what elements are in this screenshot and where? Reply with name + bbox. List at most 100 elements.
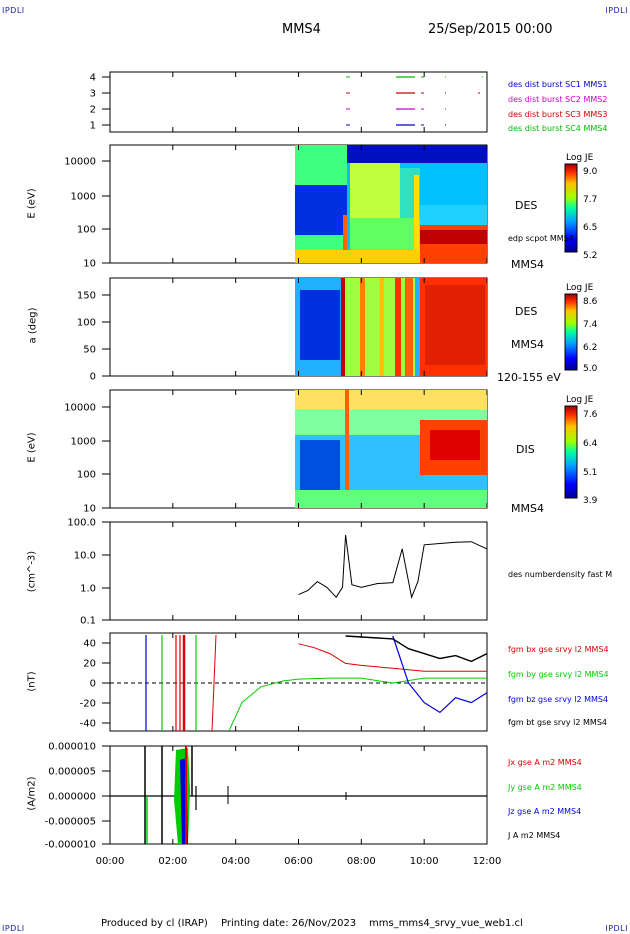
current-legend-jz: Jz gse A m2 MMS4 xyxy=(508,807,582,816)
bfield-ytick: 40 xyxy=(83,639,96,650)
burst-legend-mms1: des dist burst SC1 MMS1 xyxy=(508,80,608,89)
date-title: 25/Sep/2015 00:00 xyxy=(428,22,553,37)
des-energy-spectrogram xyxy=(109,144,488,264)
des-pitch-cbar-tick: 7.4 xyxy=(583,320,598,330)
corner-mark-bottom-right: IPDLI xyxy=(605,924,628,933)
bt-series-line xyxy=(345,635,488,663)
des-energy-ytick: 10 xyxy=(83,259,96,270)
des-pitch-ytick: 150 xyxy=(77,291,96,302)
des-energy-ytick: 10000 xyxy=(64,157,96,168)
bx-series-line xyxy=(298,643,487,672)
dis-energy-ytick: 1000 xyxy=(71,437,96,448)
corner-mark-bottom-left: IPDLI xyxy=(2,924,25,933)
bfield-ytick: 20 xyxy=(83,659,96,670)
des-pitch-spectrogram xyxy=(109,277,488,377)
footer-produced: Produced by cl (IRAP) xyxy=(101,918,208,929)
des-energy-cbar-tick: 9.0 xyxy=(583,167,598,177)
des-pitch-ytick: 100 xyxy=(77,318,96,329)
burst-ytick: 4 xyxy=(90,73,96,84)
current-legend-jy: Jy gse A m2 MMS4 xyxy=(508,783,582,792)
des-pitch-ytick: 0 xyxy=(90,372,96,383)
des-energy-bottom-label: MMS4 xyxy=(511,258,544,271)
dis-energy-label: DIS xyxy=(516,443,535,456)
dis-energy-cbar-tick: 6.4 xyxy=(583,439,598,449)
footer-filename: mms_mms4_srvy_vue_web1.cl xyxy=(369,918,523,929)
corner-mark-top-right: IPDLI xyxy=(605,6,628,15)
density-panel xyxy=(109,521,488,621)
des-pitch-bottom-label: 120-155 eV xyxy=(497,371,561,384)
burst-legend-mms2: des dist burst SC2 MMS2 xyxy=(508,95,608,104)
burst-ytick: 1 xyxy=(90,121,96,132)
dis-energy-cbar-tick: 7.6 xyxy=(583,410,598,420)
spacecraft-title: MMS4 xyxy=(282,22,321,37)
time-axis: 00:00 02:00 04:00 06:00 08:00 10:00 12:00 xyxy=(96,72,502,867)
y-axis-ticks: 4321100001000100101501005001000010001001… xyxy=(45,73,110,851)
dis-energy-cbar-title: Log JE xyxy=(566,395,594,405)
des-energy-cbar-tick: 5.2 xyxy=(583,251,598,261)
bfield-legend-bx: fgm bx gse srvy l2 MMS4 xyxy=(508,645,609,654)
current-legend-jx: Jx gse A m2 MMS4 xyxy=(508,758,582,767)
bz-series-line xyxy=(392,635,488,714)
current-ytick: -0.000005 xyxy=(45,817,96,828)
time-tick-label: 10:00 xyxy=(410,856,439,867)
current-legend-j: J A m2 MMS4 xyxy=(508,831,561,840)
density-series-line xyxy=(298,534,488,599)
des-energy-cbar-title: Log JE xyxy=(566,153,594,163)
density-ytick: 100.0 xyxy=(67,518,96,529)
des-pitch-cbar-tick: 6.2 xyxy=(583,343,598,353)
time-tick-label: 08:00 xyxy=(347,856,376,867)
dis-energy-bottom-label: MMS4 xyxy=(511,502,544,515)
time-tick-label: 02:00 xyxy=(158,856,187,867)
des-pitch-colorbar xyxy=(564,293,578,371)
current-ytick: -0.000010 xyxy=(45,840,96,851)
burst-ytick: 2 xyxy=(90,105,96,116)
dis-energy-ytick: 100 xyxy=(77,470,96,481)
density-ytick: 0.1 xyxy=(80,616,96,627)
des-energy-ytick: 1000 xyxy=(71,192,96,203)
time-tick-label: 06:00 xyxy=(284,856,313,867)
time-tick-label: 12:00 xyxy=(473,856,502,867)
bfield-legend-bt: fgm bt gse srvy l2 MMS4 xyxy=(508,718,607,727)
current-panel xyxy=(109,745,488,845)
dis-energy-ytick: 10 xyxy=(83,504,96,515)
bfield-panel xyxy=(109,632,488,732)
footer-printing-date: Printing date: 26/Nov/2023 xyxy=(221,918,357,929)
des-energy-cbar-tick: 6.5 xyxy=(583,223,598,233)
corner-mark-top-left: IPDLI xyxy=(2,6,25,15)
time-tick-label: 04:00 xyxy=(221,856,250,867)
des-pitch-cbar-title: Log JE xyxy=(566,283,594,293)
bfield-ytick: -40 xyxy=(80,719,96,730)
bfield-ytick: 0 xyxy=(90,679,96,690)
dis-energy-colorbar xyxy=(564,405,578,499)
dis-energy-cbar-tick: 5.1 xyxy=(583,468,598,478)
des-pitch-cbar-tick: 5.0 xyxy=(583,364,598,374)
current-ytick: 0.000010 xyxy=(48,742,96,753)
by-series-line xyxy=(228,677,487,731)
des-energy-ytick: 100 xyxy=(77,225,96,236)
des-pitch-label: DES xyxy=(515,305,538,318)
des-energy-cbar-tick: 7.7 xyxy=(583,195,598,205)
density-ytick: 1.0 xyxy=(80,584,96,595)
des-energy-sublabel: edp scpot MMS4 xyxy=(508,234,574,243)
time-tick-label: 00:00 xyxy=(96,856,125,867)
current-ytick: 0.000005 xyxy=(48,767,96,778)
dis-energy-spectrogram xyxy=(109,389,488,509)
current-ytick: 0.000000 xyxy=(48,792,96,803)
burst-legend-mms4: des dist burst SC4 MMS4 xyxy=(508,124,608,133)
burst-panel xyxy=(109,71,488,133)
des-energy-label: DES xyxy=(515,199,538,212)
dis-energy-ytick: 10000 xyxy=(64,403,96,414)
dis-energy-cbar-tick: 3.9 xyxy=(583,496,598,506)
bfield-legend-by: fgm by gse srvy l2 MMS4 xyxy=(508,670,609,679)
bfield-ytick: -20 xyxy=(80,699,96,710)
density-ytick: 10.0 xyxy=(74,551,96,562)
density-legend: des numberdensity fast M xyxy=(508,570,613,579)
des-pitch-sublabel: MMS4 xyxy=(511,338,544,351)
des-energy-colorbar xyxy=(564,163,578,253)
bfield-legend-bz: fgm bz gse srvy l2 MMS4 xyxy=(508,695,609,704)
des-pitch-ytick: 50 xyxy=(83,345,96,356)
burst-legend-mms3: des dist burst SC3 MMS3 xyxy=(508,110,608,119)
des-pitch-cbar-tick: 8.6 xyxy=(583,297,598,307)
burst-ytick: 3 xyxy=(90,89,96,100)
